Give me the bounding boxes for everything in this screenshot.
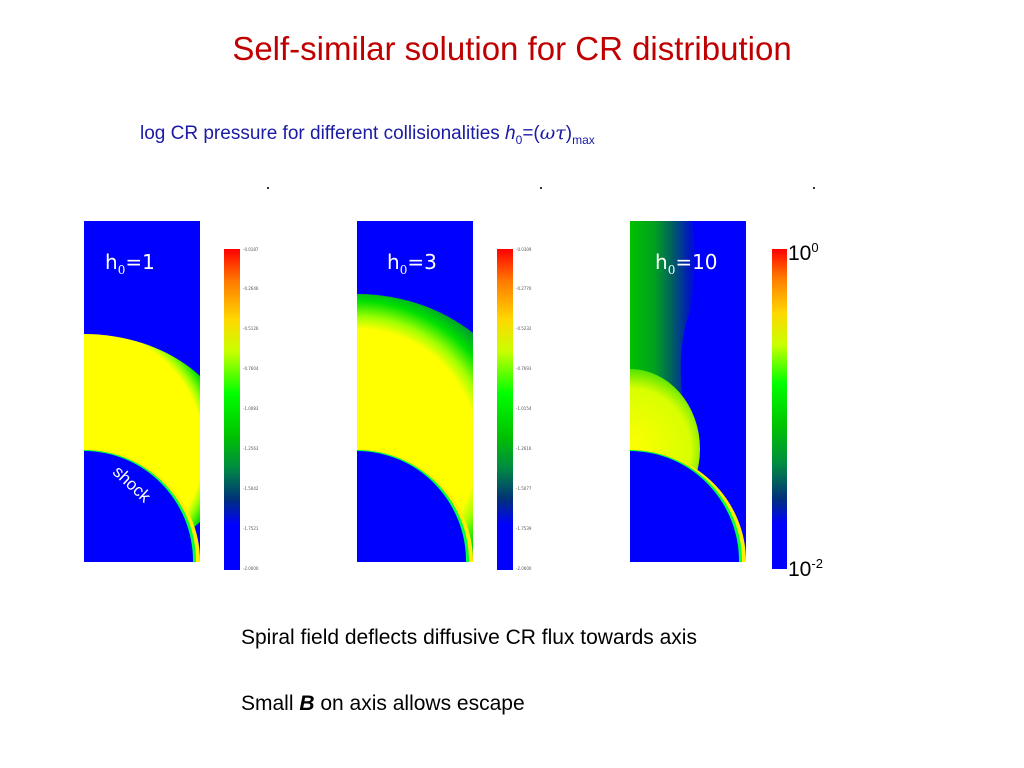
colorbar-max-label: 100 bbox=[788, 240, 819, 265]
cr-pressure-panel-h10 bbox=[630, 221, 746, 562]
tick-mark bbox=[540, 187, 542, 189]
panel-label-h3: h0=3 bbox=[387, 250, 437, 277]
cr-pressure-panel-h3 bbox=[357, 221, 473, 562]
log-scale-colorbar bbox=[772, 249, 787, 569]
note-escape: Small B on axis allows escape bbox=[241, 692, 525, 715]
colorbar-h1 bbox=[224, 249, 240, 570]
subtitle-prefix: log CR pressure for different collisiona… bbox=[140, 123, 506, 144]
slide-title: Self-similar solution for CR distributio… bbox=[232, 30, 792, 67]
cr-pressure-plot-h1 bbox=[84, 221, 200, 562]
colorbar-h3 bbox=[497, 249, 513, 570]
panel-label-h10: h0=10 bbox=[655, 250, 718, 277]
cr-pressure-plot-h3 bbox=[357, 221, 473, 562]
slide-subtitle: log CR pressure for different collisiona… bbox=[140, 122, 595, 147]
tick-mark bbox=[813, 187, 815, 189]
colorbar-min-label: 10-2 bbox=[788, 556, 823, 581]
cr-pressure-plot-h10 bbox=[630, 221, 746, 562]
subtitle-eq: =( bbox=[522, 123, 540, 144]
cr-pressure-panel-h1 bbox=[84, 221, 200, 562]
subtitle-h: h bbox=[505, 123, 516, 144]
subtitle-omega-tau: ωτ bbox=[539, 122, 566, 144]
subtitle-max-sub: max bbox=[572, 132, 595, 147]
tick-mark bbox=[267, 187, 269, 189]
colorbar-ticks-h3: -0.0309 -0.2770 -0.5232 -0.7693 -1.0154 … bbox=[516, 247, 532, 571]
colorbar-ticks-h1: -0.0187 -0.2646 -0.5126 -0.7604 -1.0083 … bbox=[243, 247, 259, 571]
subtitle-h-sub: 0 bbox=[515, 132, 523, 147]
panel-label-h1: h0=1 bbox=[105, 250, 155, 277]
note-spiral-field: Spiral field deflects diffusive CR flux … bbox=[241, 626, 697, 649]
subtitle-close: ) bbox=[565, 123, 573, 144]
